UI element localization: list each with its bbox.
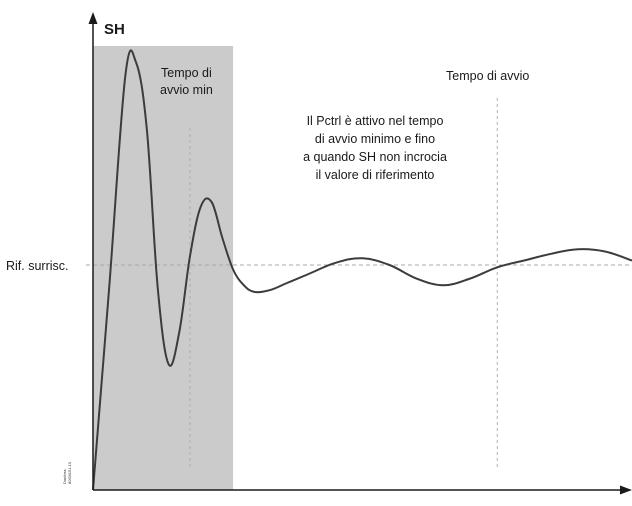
reference-label: Rif. surrisc. xyxy=(6,259,69,273)
watermark: Danfoss 80G8151.10 xyxy=(62,461,72,484)
annotation-min-start-time-line2: avvio min xyxy=(160,83,213,97)
watermark-line2: 80G8151.10 xyxy=(67,461,72,484)
annotation-pctrl-line2: di avvio minimo e fino xyxy=(315,132,435,146)
annotation-min-start-time-line1: Tempo di xyxy=(161,66,212,80)
annotation-start-time: Tempo di avvio xyxy=(446,69,529,83)
superheat-curve xyxy=(92,49,632,491)
x-axis-arrow-icon xyxy=(620,485,632,495)
watermark-line1: Danfoss xyxy=(62,469,67,484)
annotation-pctrl-line3: a quando SH non incrocia xyxy=(303,150,447,164)
min-start-time-region xyxy=(93,46,234,490)
annotation-pctrl-line4: il valore di riferimento xyxy=(316,168,435,182)
annotation-pctrl-line1: Il Pctrl è attivo nel tempo xyxy=(307,114,444,128)
y-axis-label: SH xyxy=(104,21,125,38)
y-axis-arrow-icon xyxy=(88,12,98,24)
